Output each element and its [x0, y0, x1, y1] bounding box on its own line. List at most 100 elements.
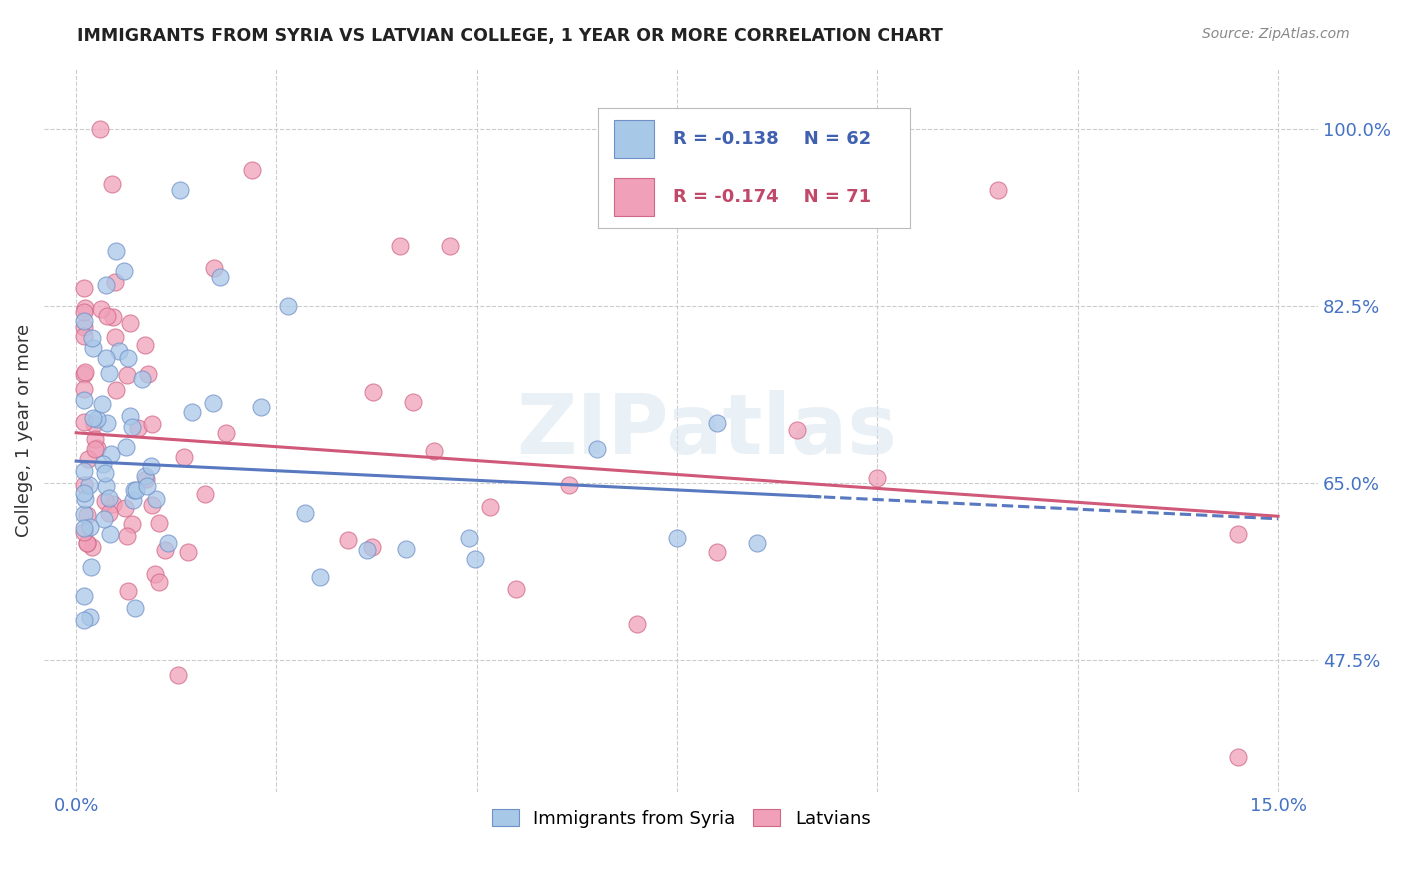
- Point: [122, 483, 145, 497]
- Point: [626, 616, 648, 631]
- Point: [458, 532, 481, 546]
- Point: [73, 478, 96, 492]
- Point: [91, 457, 114, 471]
- Point: [76, 535, 98, 549]
- Point: [91, 397, 114, 411]
- Point: [84, 442, 107, 457]
- Point: [103, 310, 125, 325]
- Point: [143, 566, 166, 581]
- Point: [96, 277, 118, 292]
- Point: [96, 416, 118, 430]
- Point: [79, 560, 101, 574]
- Point: [127, 421, 149, 435]
- Point: [73, 365, 96, 379]
- Point: [104, 275, 127, 289]
- Point: [361, 385, 384, 400]
- Point: [439, 239, 461, 253]
- Point: [169, 183, 191, 197]
- Point: [401, 395, 423, 409]
- Point: [117, 584, 139, 599]
- Point: [180, 405, 202, 419]
- Point: [786, 423, 808, 437]
- Point: [136, 367, 159, 381]
- Point: [114, 501, 136, 516]
- Point: [93, 511, 115, 525]
- Point: [73, 507, 96, 521]
- Point: [73, 486, 96, 500]
- Point: [747, 535, 769, 549]
- Point: [80, 331, 103, 345]
- Point: [76, 508, 98, 522]
- Point: [94, 494, 117, 508]
- Point: [104, 330, 127, 344]
- Point: [250, 401, 273, 415]
- Point: [706, 416, 728, 430]
- Point: [294, 506, 316, 520]
- Point: [141, 417, 163, 431]
- Point: [215, 425, 238, 440]
- Point: [586, 442, 609, 456]
- Point: [115, 441, 138, 455]
- Point: [389, 239, 412, 253]
- Point: [122, 492, 145, 507]
- Point: [277, 299, 299, 313]
- Point: [73, 329, 96, 343]
- Point: [1227, 527, 1250, 541]
- Point: [89, 122, 111, 136]
- Point: [135, 472, 157, 486]
- Point: [153, 543, 176, 558]
- Point: [73, 521, 96, 535]
- Point: [118, 409, 141, 423]
- Point: [86, 441, 108, 455]
- Point: [96, 309, 118, 323]
- Point: [82, 411, 104, 425]
- Point: [96, 351, 118, 365]
- Point: [117, 529, 139, 543]
- Point: [76, 451, 98, 466]
- Point: [79, 609, 101, 624]
- Point: [82, 341, 104, 355]
- Point: [706, 545, 728, 559]
- Point: [118, 316, 141, 330]
- Text: ZIPatlas: ZIPatlas: [516, 390, 897, 471]
- Point: [139, 459, 162, 474]
- Point: [136, 479, 159, 493]
- Point: [73, 589, 96, 603]
- Y-axis label: College, 1 year or more: College, 1 year or more: [15, 324, 32, 537]
- Point: [73, 464, 96, 478]
- Point: [156, 536, 179, 550]
- Point: [166, 668, 188, 682]
- Point: [558, 478, 581, 492]
- Point: [148, 516, 170, 530]
- Point: [79, 520, 101, 534]
- Point: [121, 516, 143, 531]
- Point: [73, 281, 96, 295]
- Point: [124, 601, 146, 615]
- Point: [101, 497, 124, 511]
- Point: [201, 396, 224, 410]
- Point: [356, 542, 378, 557]
- Point: [464, 552, 486, 566]
- Point: [360, 540, 382, 554]
- Point: [86, 412, 108, 426]
- Point: [90, 301, 112, 316]
- Point: [94, 466, 117, 480]
- Point: [112, 264, 135, 278]
- Point: [98, 526, 121, 541]
- Point: [108, 343, 131, 358]
- Point: [84, 433, 107, 447]
- Point: [177, 545, 200, 559]
- Point: [145, 491, 167, 506]
- Point: [73, 314, 96, 328]
- Point: [117, 368, 139, 383]
- Point: [100, 446, 122, 460]
- Point: [97, 506, 120, 520]
- Point: [117, 351, 139, 365]
- Point: [101, 177, 124, 191]
- Point: [97, 366, 120, 380]
- Point: [134, 469, 156, 483]
- Point: [479, 500, 502, 515]
- Point: [105, 244, 128, 258]
- Point: [77, 478, 100, 492]
- Point: [73, 415, 96, 429]
